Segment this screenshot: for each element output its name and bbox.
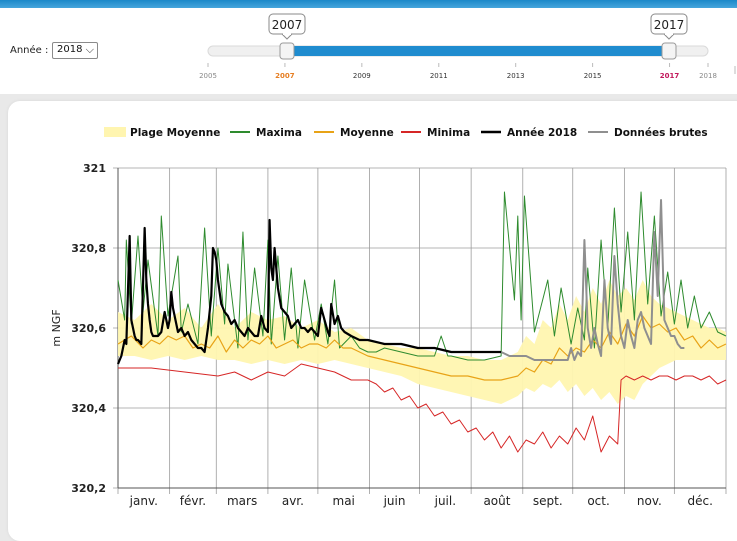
x-tick-label: avr. [282,494,304,508]
series-minima-line [118,363,727,453]
x-tick-label: mars [227,494,257,508]
year-selector-label: Année : [10,45,49,56]
series-moyenne-line [117,315,727,381]
range-end-label: 2017 [654,18,685,32]
y-axis-label: m NGF [50,309,63,346]
slider-handle-end[interactable] [661,42,677,60]
range-start-label: 2007 [272,18,303,32]
series-annee-2018-line [116,218,502,365]
x-tick-label: oct. [587,494,609,508]
slider-tick-label: 2015 [584,72,602,80]
legend-label: Minima [427,127,470,139]
legend-swatch-plage [104,127,126,137]
x-tick-label: déc. [687,494,712,508]
legend-label: Données brutes [614,127,708,139]
y-tick-label: 320,2 [71,482,106,495]
year-range-slider[interactable]: 2007 2017 2005 2007 2009 2011 2013 2015 2017 20… [0,0,737,94]
water-level-chart: Plage Moyenne Maxima Moyenne Minima Année 20… [50,127,727,508]
x-tick-label: juil. [434,494,456,508]
range-start-bubble: 2007 [268,13,306,40]
y-tick-label: 320,4 [71,402,106,415]
slider-tick-label: 2005 [199,72,217,80]
x-tick-label: sept. [533,494,563,508]
y-tick-label: 320,8 [71,242,106,255]
chevron-down-icon: ⌵ [85,43,94,56]
x-tick-label: nov. [637,494,662,508]
slider-tick-label: 2013 [507,72,525,80]
range-end-bubble: 2017 [650,13,688,40]
slider-selected-range [287,46,669,56]
slider-tick-label: 2017 [660,72,680,80]
legend-label: Moyenne [340,127,394,139]
legend-label: Année 2018 [507,127,577,139]
x-tick-label: juin [383,494,406,508]
plot-area: janv. févr. mars avr. mai juin juil. août sept. o… [50,162,727,508]
slider-tick-label: 2009 [353,72,371,80]
chart-legend: Plage Moyenne Maxima Moyenne Minima Année 20… [104,127,708,139]
year-select[interactable]: 2018 ⌵ [52,42,98,59]
series-plage-moyenne-area [118,280,726,404]
year-select-value: 2018 [57,44,83,55]
x-tick-label: janv. [129,494,158,508]
series-donnees-brutes-line [500,199,685,361]
slider-tick-label: 2011 [430,72,448,80]
x-tick-label: févr. [180,494,206,508]
y-tick-label: 321 [83,162,106,175]
top-accent-bar [0,0,737,8]
slider-handle-start[interactable] [279,42,295,60]
y-tick-label: 320,6 [71,322,106,335]
slider-tick-label: 2007 [275,72,295,80]
x-tick-label: août [483,494,510,508]
slider-tick-label: 2018 [699,72,717,80]
slider-tick-group: 2005 2007 2009 2011 2013 2015 2017 2018 [199,63,717,80]
legend-label: Maxima [256,127,302,139]
series-maxima-line [117,191,727,361]
x-tick-label: mai [333,494,355,508]
legend-label: Plage Moyenne [130,127,220,139]
